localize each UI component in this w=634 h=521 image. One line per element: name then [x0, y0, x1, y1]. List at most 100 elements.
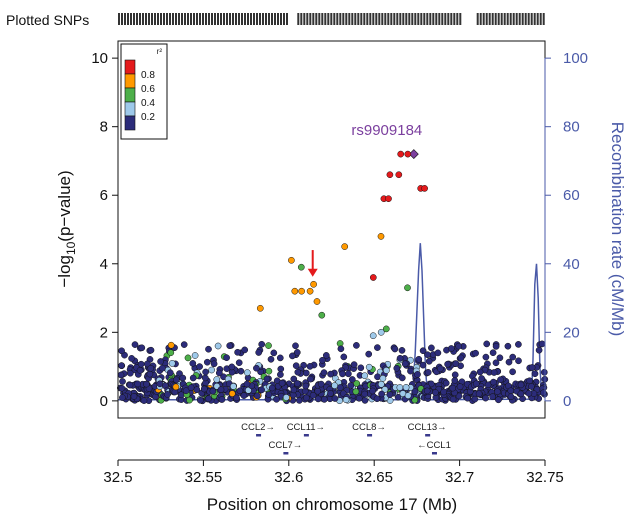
plotted-snp-tick	[539, 13, 542, 25]
snp-point	[203, 358, 211, 366]
plotted-snp-tick	[274, 13, 276, 25]
plotted-snp-tick	[476, 13, 479, 25]
legend-swatch	[124, 59, 136, 75]
snp-point	[377, 380, 385, 388]
snp-point	[432, 389, 439, 396]
snp-point	[179, 374, 187, 382]
snp-point	[515, 357, 522, 365]
plotted-snp-tick	[145, 13, 147, 25]
x-tick-label: 32.55	[185, 469, 223, 486]
plotted-snp-tick	[208, 13, 210, 25]
plotted-snp-tick	[500, 13, 503, 25]
plotted-snp-tick	[121, 13, 123, 25]
snp-point	[296, 397, 303, 404]
plotted-snp-tick	[163, 13, 165, 25]
snp-point	[233, 394, 240, 402]
snp-point	[258, 386, 265, 394]
snp-point	[478, 375, 485, 382]
plotted-snp-tick	[280, 13, 282, 25]
snp-point	[187, 384, 195, 391]
snp-point	[156, 380, 164, 388]
snp-point	[267, 355, 275, 363]
snp-point	[164, 391, 171, 398]
plotted-snp-tick	[253, 13, 255, 25]
snp-point	[253, 392, 261, 400]
snp-point	[471, 395, 479, 403]
snp-point	[265, 367, 273, 375]
snp-point	[137, 360, 145, 368]
plotted-snp-tick	[127, 13, 129, 25]
plotted-snp-tick	[199, 13, 201, 25]
snp-point	[353, 342, 360, 349]
plotted-snp-tick	[265, 13, 267, 25]
snp-point	[147, 346, 155, 354]
snp-point	[282, 394, 290, 401]
snp-point	[230, 383, 237, 390]
gene-track: CCL2→ CCL11→ CCL8→ CCL13→ CCL7→ ←CCL1	[241, 422, 451, 455]
plotted-snp-tick	[345, 13, 348, 25]
snp-point	[361, 390, 369, 398]
snp-point	[159, 364, 166, 372]
right-tick-label: 40	[563, 256, 580, 273]
snp-point	[517, 381, 525, 389]
left-tick-label: 10	[91, 50, 108, 67]
snp-point	[126, 381, 134, 389]
plotted-snp-tick	[309, 13, 312, 25]
plotted-snp-tick	[378, 13, 381, 25]
snp-point	[191, 352, 199, 359]
x-tick-label: 32.5	[103, 469, 132, 486]
legend-swatch	[124, 101, 136, 117]
snp-point	[172, 383, 180, 391]
plotted-snp-tick	[393, 13, 396, 25]
right-tick-label: 0	[563, 393, 571, 410]
snp-point	[444, 360, 451, 368]
snp-point	[318, 311, 326, 319]
snp-point	[143, 380, 150, 388]
snp-point	[504, 342, 512, 350]
snp-point	[378, 390, 385, 398]
snp-point	[235, 359, 243, 367]
snp-point	[490, 369, 498, 376]
snp-point	[385, 195, 392, 203]
snp-point	[243, 380, 251, 388]
plotted-snp-tick	[190, 13, 192, 25]
plotted-snp-tick	[375, 13, 378, 25]
plotted-snp-tick	[444, 13, 447, 25]
snp-point	[484, 381, 492, 389]
plotted-snp-tick	[429, 13, 432, 25]
x-tick-label: 32.75	[526, 469, 564, 486]
plotted-snp-tick	[339, 13, 342, 25]
plotted-snp-tick	[447, 13, 450, 25]
snp-point	[415, 355, 423, 363]
snp-point	[475, 390, 483, 398]
snp-point	[167, 349, 175, 357]
snp-point	[497, 376, 504, 384]
annotation-arrow	[307, 250, 318, 277]
plot-frame	[117, 40, 546, 419]
snp-point	[256, 304, 264, 312]
plotted-snp-tick	[369, 13, 372, 25]
x-tick-label: 32.6	[274, 469, 303, 486]
snp-point	[482, 353, 490, 361]
snp-point	[205, 395, 212, 403]
snp-point	[118, 347, 125, 355]
plotted-snp-tick	[181, 13, 183, 25]
snp-point	[196, 363, 203, 370]
plotted-snp-tick	[497, 13, 500, 25]
plotted-snp-tick	[169, 13, 171, 25]
snp-point	[424, 369, 432, 376]
snp-point	[258, 340, 266, 348]
snp-point	[306, 287, 314, 295]
snp-point	[157, 358, 164, 365]
plotted-snp-tick	[157, 13, 159, 25]
snp-point	[213, 376, 221, 383]
snp-point	[434, 349, 442, 357]
snp-point	[147, 365, 155, 372]
left-y-axis: 0 2 4 6 8 10	[91, 50, 118, 410]
snp-point	[455, 392, 463, 400]
plotted-snp-tick	[175, 13, 177, 25]
gene-exon	[431, 452, 437, 455]
plotted-snp-tick	[187, 13, 189, 25]
plotted-snp-tick	[172, 13, 174, 25]
snp-point	[309, 392, 317, 399]
